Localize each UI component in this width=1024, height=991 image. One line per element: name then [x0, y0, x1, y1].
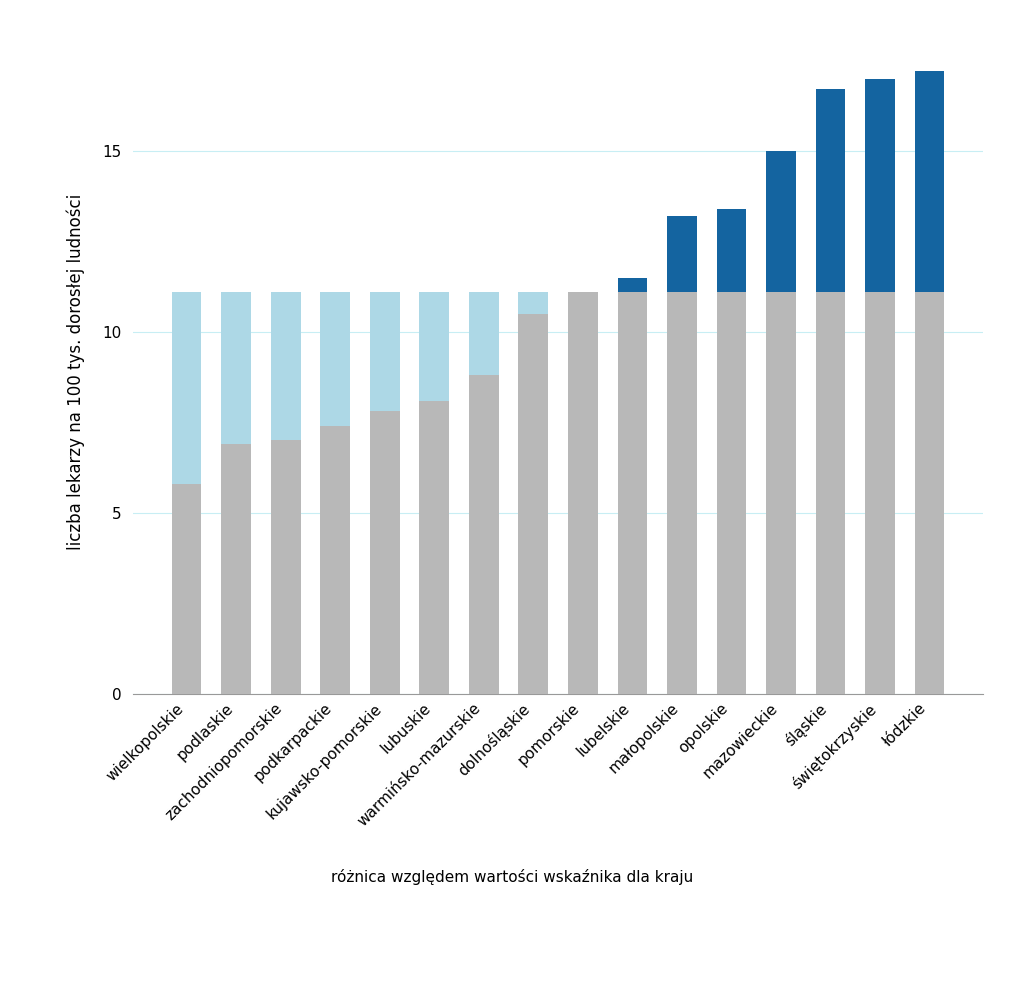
- Bar: [617, 292, 647, 694]
- Bar: [667, 216, 696, 292]
- Bar: [865, 292, 895, 694]
- Bar: [370, 411, 399, 694]
- Bar: [221, 292, 251, 444]
- Text: różnica względem wartości wskaźnika dla kraju: różnica względem wartości wskaźnika dla …: [331, 869, 693, 885]
- Bar: [816, 89, 846, 292]
- Bar: [321, 426, 350, 694]
- Bar: [420, 400, 450, 694]
- Y-axis label: liczba lekarzy na 100 tys. dorosłej ludności: liczba lekarzy na 100 tys. dorosłej ludn…: [67, 193, 85, 550]
- Bar: [321, 292, 350, 426]
- Bar: [469, 292, 499, 376]
- Bar: [221, 444, 251, 694]
- Bar: [270, 292, 300, 440]
- Bar: [717, 209, 746, 292]
- Bar: [766, 151, 796, 292]
- Bar: [816, 292, 846, 694]
- Bar: [518, 292, 548, 314]
- Bar: [172, 484, 202, 694]
- Bar: [172, 292, 202, 484]
- Bar: [914, 292, 944, 694]
- Bar: [270, 440, 300, 694]
- Bar: [717, 292, 746, 694]
- Bar: [518, 314, 548, 694]
- Bar: [370, 292, 399, 411]
- Bar: [469, 376, 499, 694]
- Bar: [914, 71, 944, 292]
- Bar: [568, 292, 598, 694]
- Bar: [766, 292, 796, 694]
- Bar: [865, 78, 895, 292]
- Bar: [667, 292, 696, 694]
- Bar: [420, 292, 450, 400]
- Bar: [617, 277, 647, 292]
